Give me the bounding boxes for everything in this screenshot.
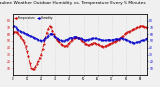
Humidity [30,36,32,37]
Humidity [84,39,86,40]
Humidity [80,38,82,39]
Temperature [87,45,89,46]
Humidity [50,33,52,34]
Temperature [49,26,51,27]
Humidity [70,37,72,38]
Line: Humidity: Humidity [12,25,148,44]
Text: Milwaukee Weather Outdoor Humidity vs. Temperature Every 5 Minutes: Milwaukee Weather Outdoor Humidity vs. T… [0,1,145,5]
Legend: Temperature, Humidity: Temperature, Humidity [14,15,54,20]
Temperature [138,26,140,27]
Temperature [53,34,55,35]
Temperature [83,42,84,43]
Temperature [12,32,14,33]
Humidity [12,26,14,27]
Humidity [132,42,134,44]
Line: Temperature: Temperature [12,25,148,70]
Temperature [73,38,75,39]
Humidity [146,38,148,39]
Temperature [30,68,32,69]
Temperature [32,69,34,70]
Temperature [146,28,148,29]
Humidity [136,42,138,43]
